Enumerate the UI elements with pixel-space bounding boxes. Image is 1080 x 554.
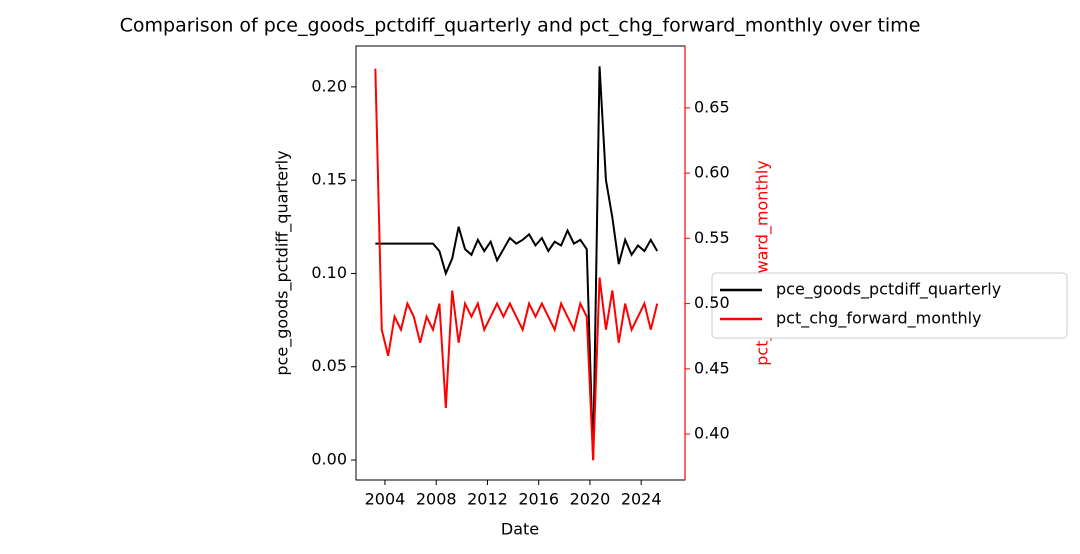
y2-tick-label: 0.40	[694, 424, 730, 443]
legend	[711, 272, 1068, 339]
data-line	[374, 68, 659, 461]
y-tick-label: 0.15	[311, 170, 347, 189]
y-tick-label: 0.20	[311, 76, 347, 95]
y-tick-label: 0.00	[311, 450, 347, 469]
y2-tick-label: 0.55	[694, 228, 730, 247]
x-tick-label: 2012	[467, 490, 508, 509]
y2-tick-label: 0.65	[694, 97, 730, 116]
y-tick-label: 0.10	[311, 263, 347, 282]
legend-label: pct_chg_forward_monthly	[776, 309, 982, 329]
data-line	[375, 66, 659, 461]
x-tick-label: 2004	[365, 490, 406, 509]
y-axis-label: pce_goods_pctdiff_quarterly	[273, 150, 293, 375]
chart-title: Comparison of pce_goods_pctdiff_quarterl…	[120, 15, 921, 37]
y2-tick-label: 0.50	[694, 293, 730, 312]
x-tick-label: 2024	[621, 490, 662, 509]
y-tick-label: 0.05	[311, 356, 347, 375]
y2-tick-label: 0.45	[694, 358, 730, 377]
y2-tick-label: 0.60	[694, 163, 730, 182]
x-axis-label: Date	[501, 520, 539, 539]
legend-label: pce_goods_pctdiff_quarterly	[776, 280, 1001, 300]
plot-frame	[355, 45, 686, 481]
x-tick-label: 2016	[518, 490, 559, 509]
x-tick-label: 2008	[416, 490, 457, 509]
x-tick-label: 2020	[570, 490, 611, 509]
